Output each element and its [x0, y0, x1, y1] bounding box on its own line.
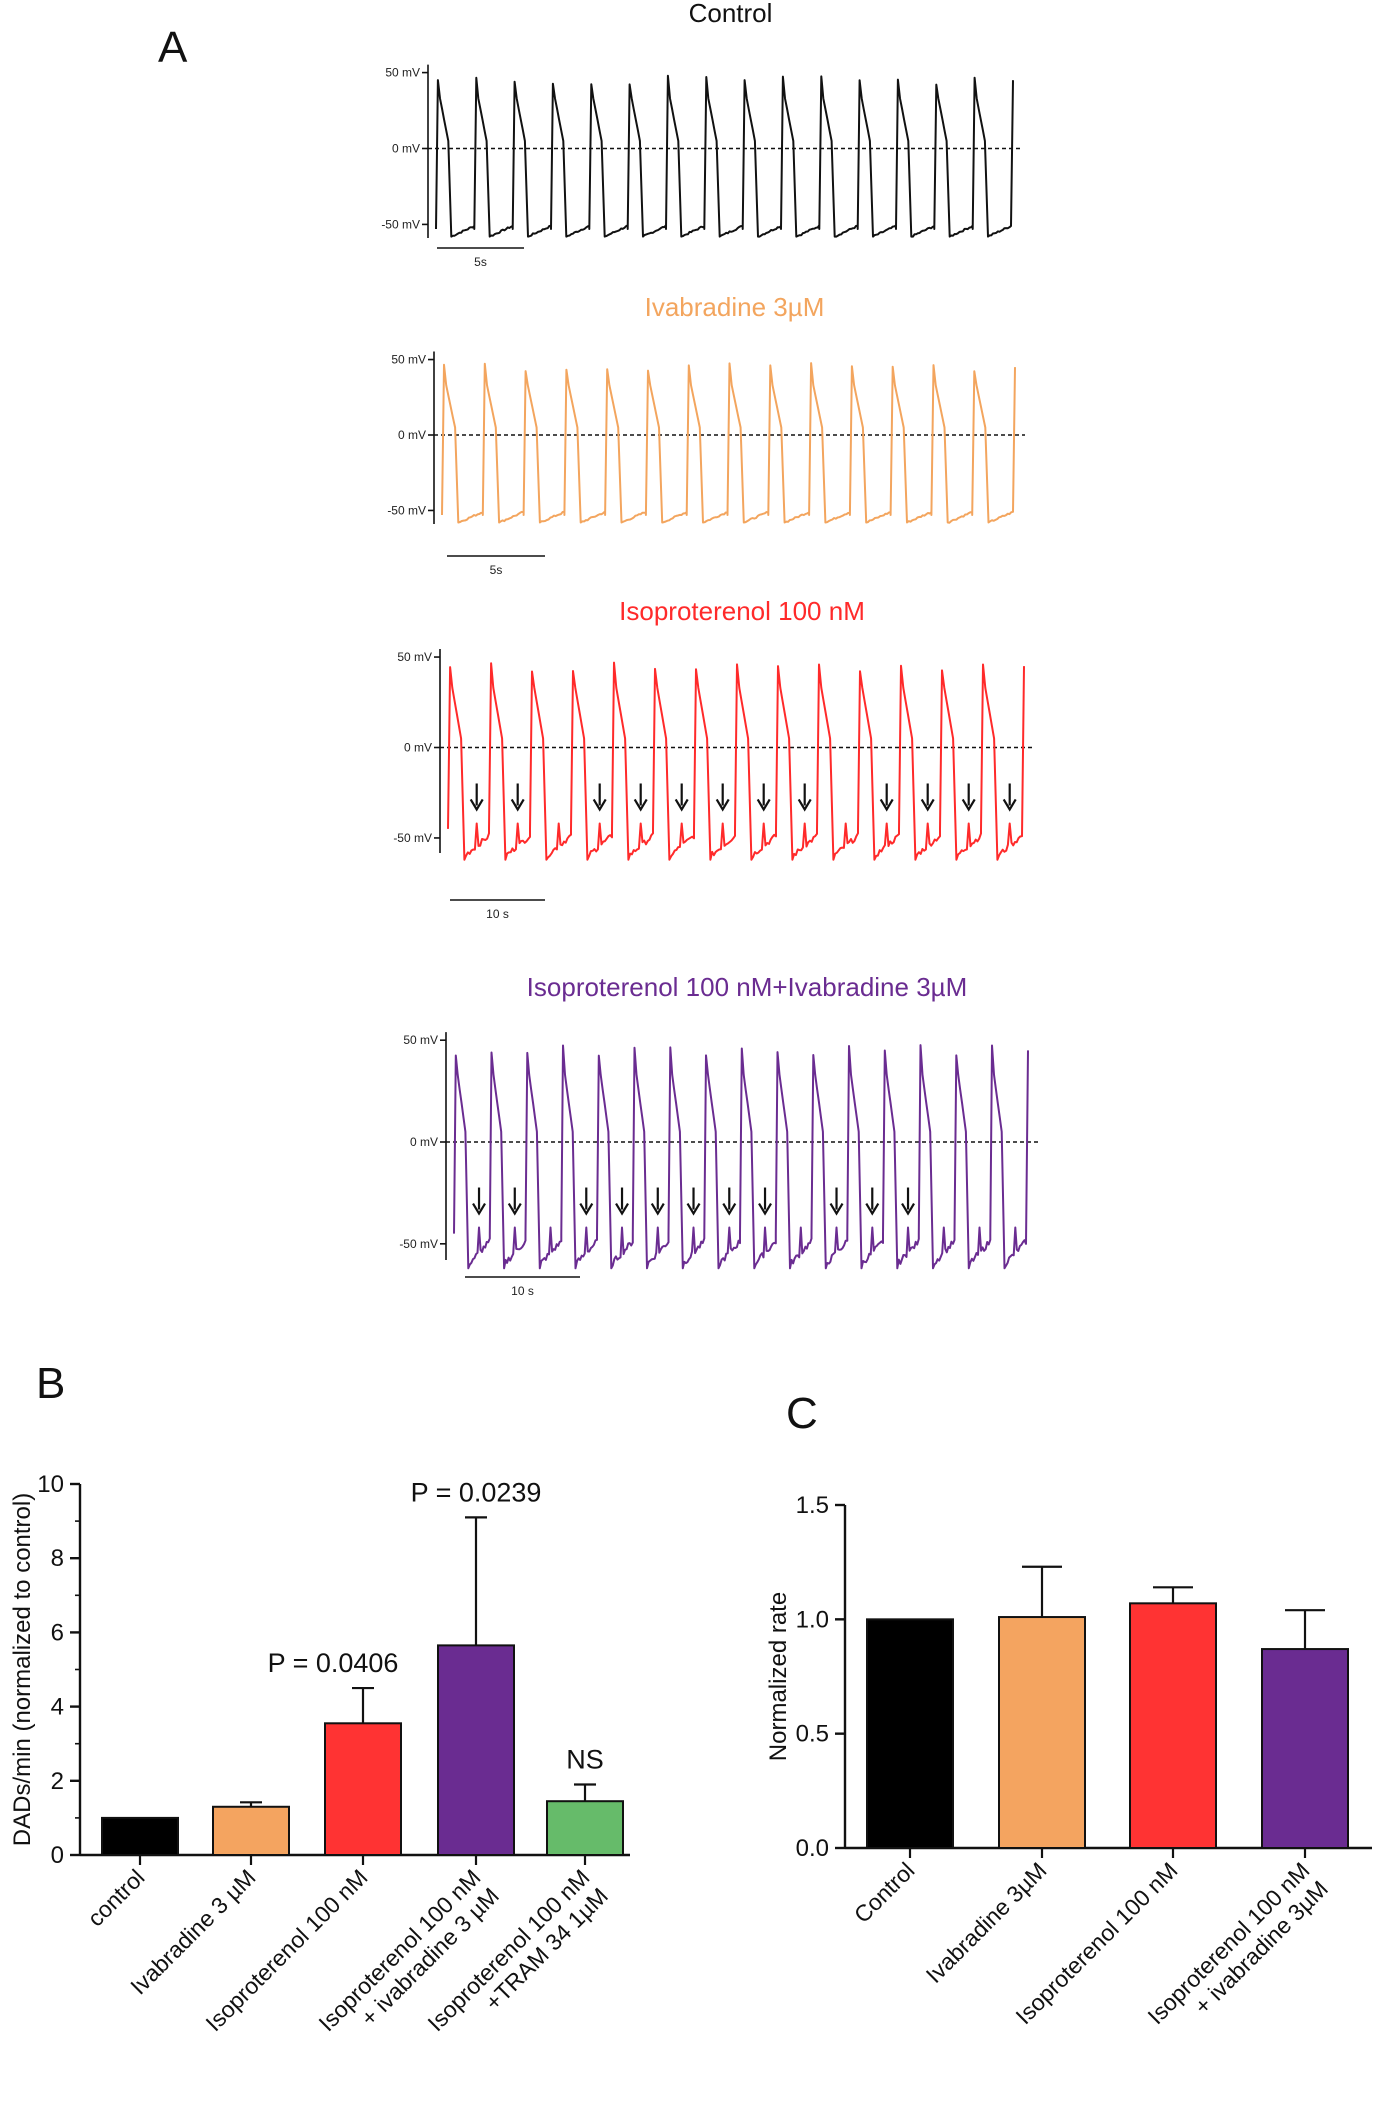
voltage-label: -50 mV [399, 1237, 438, 1251]
trace-title: Control [689, 0, 773, 28]
panel-c-rate-chart: 0.0 0.5 1.0 1.5 Normalized rate Control Ivabra… [765, 1492, 1372, 2029]
trace-title: Isoproterenol 100 nM [619, 596, 865, 626]
bar [101, 1816, 179, 1857]
dad-arrow-icon [650, 1187, 665, 1216]
dad-arrow-icon [756, 783, 771, 812]
y-tick-label: 10 [37, 1471, 64, 1498]
bar [546, 1800, 624, 1856]
action-potential-trace [447, 661, 1025, 861]
dad-arrow-icon [510, 783, 525, 812]
trace-title: Isoproterenol 100 nM+Ivabradine 3µM [527, 972, 968, 1002]
dad-arrow-icon [758, 1187, 772, 1216]
y-tick-label: 4 [51, 1694, 64, 1721]
dad-arrow-icon [472, 1187, 486, 1216]
trace-title: Ivabradine 3µM [645, 292, 825, 322]
voltage-label: 50 mV [391, 353, 426, 367]
dad-arrow-icon [865, 1187, 880, 1216]
bar [1261, 1648, 1349, 1850]
action-potential-trace [435, 74, 1014, 238]
significance-annotation: NS [566, 1745, 604, 1775]
trace-panel-isoproterenol: Isoproterenol 100 nM 50 mV 0 mV -50 mV 10 s [393, 596, 1034, 921]
voltage-label: 0 mV [410, 1135, 438, 1149]
panel-letter-b: B [36, 1359, 65, 1408]
action-potential-trace [441, 362, 1016, 524]
trace-panel-iso-ivabradine: Isoproterenol 100 nM+Ivabradine 3µM 50 mV… [399, 972, 1038, 1298]
dad-arrow-icon [715, 783, 730, 812]
x-category-label: Control [849, 1857, 920, 1928]
dad-arrow-icon [920, 783, 935, 812]
voltage-label: 50 mV [403, 1033, 438, 1047]
bar [324, 1722, 402, 1857]
y-tick-label: 8 [51, 1545, 64, 1572]
y-axis-title: DADs/min (normalized to control) [9, 1493, 36, 1846]
dad-arrow-icon [686, 1187, 701, 1216]
bar [998, 1616, 1086, 1849]
time-scale-label: 10 s [486, 907, 509, 921]
y-tick-label: 2 [51, 1768, 64, 1795]
voltage-label: -50 mV [393, 831, 432, 845]
dad-arrow-icon [579, 1187, 594, 1216]
y-tick-label: 0.0 [796, 1835, 829, 1862]
voltage-label: 0 mV [398, 428, 426, 442]
dad-arrow-icon [797, 783, 812, 812]
voltage-label: 0 mV [404, 741, 432, 755]
dad-arrow-icon [592, 783, 607, 812]
dad-arrow-icon [829, 1187, 844, 1216]
dad-arrow-icon [1002, 783, 1017, 812]
voltage-label: 0 mV [392, 142, 420, 156]
x-category-label: Ivabradine 3µM [921, 1857, 1052, 1988]
y-tick-label: 1.5 [796, 1492, 829, 1519]
bar [212, 1805, 290, 1857]
dad-arrow-icon [615, 1187, 629, 1216]
action-potential-trace [453, 1044, 1029, 1270]
y-axis-title: Normalized rate [765, 1592, 792, 1761]
bar [1129, 1602, 1217, 1849]
bar [437, 1644, 515, 1857]
voltage-label: 50 mV [385, 66, 420, 80]
y-tick-label: 6 [51, 1619, 64, 1646]
dad-arrow-icon [722, 1187, 737, 1216]
dad-arrow-icon [961, 783, 976, 812]
time-scale-label: 5s [490, 563, 503, 577]
voltage-label: -50 mV [387, 503, 426, 517]
trace-panel-ivabradine: Ivabradine 3µM 50 mV 0 mV -50 mV 5s [387, 292, 1025, 577]
y-tick-label: 0 [51, 1842, 64, 1869]
voltage-label: 50 mV [397, 650, 432, 664]
panel-a-traces: Control 50 mV 0 mV -50 mV 5s Ivabradine 3µM 50… [381, 0, 1038, 1298]
dad-arrow-icon [469, 783, 484, 812]
trace-panel-control: Control 50 mV 0 mV -50 mV 5s [381, 0, 1023, 269]
x-category-label: control [82, 1864, 149, 1931]
dad-arrow-icon [879, 783, 894, 812]
dad-arrow-icon [674, 783, 689, 812]
voltage-label: -50 mV [381, 217, 420, 231]
y-tick-label: 0.5 [796, 1721, 829, 1748]
significance-annotation: P = 0.0406 [268, 1648, 399, 1678]
bar [866, 1618, 954, 1850]
time-scale-label: 5s [474, 255, 487, 269]
panel-letter-c: C [786, 1389, 818, 1438]
significance-annotation: P = 0.0239 [411, 1477, 542, 1507]
y-tick-label: 1.0 [796, 1606, 829, 1633]
time-scale-label: 10 s [511, 1284, 534, 1298]
dad-arrow-icon [633, 783, 648, 812]
dad-arrow-icon [901, 1187, 915, 1216]
panel-letter-a: A [158, 23, 188, 72]
dad-arrow-icon [507, 1187, 522, 1216]
